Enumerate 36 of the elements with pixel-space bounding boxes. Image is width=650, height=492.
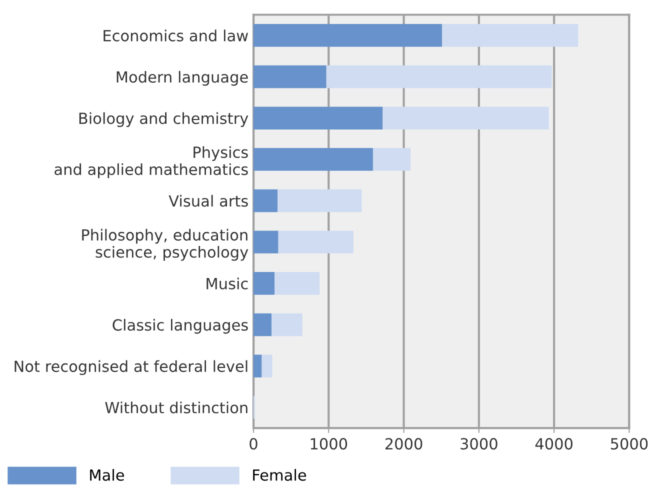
y-tick-label: Philosophy, education science, psychology xyxy=(82,228,248,261)
bar xyxy=(254,313,272,336)
bar xyxy=(326,65,552,88)
bar xyxy=(254,272,275,295)
bar xyxy=(442,24,578,47)
x-tick-label: 0 xyxy=(250,438,258,450)
bar xyxy=(272,313,302,336)
x-tick-label: 5000 xyxy=(610,438,648,450)
y-tick-label: Music xyxy=(206,278,248,290)
bar xyxy=(254,24,442,47)
x-tick-label: 2000 xyxy=(385,438,422,450)
y-tick-label: Classic languages xyxy=(112,318,248,334)
bar xyxy=(254,189,278,212)
y-tick-label: Physics and applied mathematics xyxy=(54,146,248,178)
x-tick-label: 1000 xyxy=(310,438,348,450)
y-tick-label: Biology and chemistry xyxy=(79,112,248,128)
x-tick-label: 4000 xyxy=(535,438,572,450)
bar xyxy=(254,148,373,171)
bar xyxy=(254,354,262,378)
bar xyxy=(278,189,362,212)
legend-label: Female xyxy=(253,469,306,481)
y-tick-label: Not recognised at federal level xyxy=(14,360,248,376)
y-tick-label: Without distinction xyxy=(105,402,248,414)
bar xyxy=(254,65,326,88)
legend-label: Male xyxy=(90,469,124,481)
bar xyxy=(274,272,320,295)
y-tick-label: Modern language xyxy=(116,70,248,86)
y-tick-label: Economics and law xyxy=(104,30,248,42)
bar xyxy=(254,230,278,254)
bar xyxy=(262,354,272,378)
y-tick-label: Visual arts xyxy=(168,194,248,207)
x-tick-label: 3000 xyxy=(460,438,498,450)
bar xyxy=(382,106,549,130)
bar xyxy=(254,106,383,130)
bar xyxy=(278,230,354,254)
bar xyxy=(372,148,411,171)
